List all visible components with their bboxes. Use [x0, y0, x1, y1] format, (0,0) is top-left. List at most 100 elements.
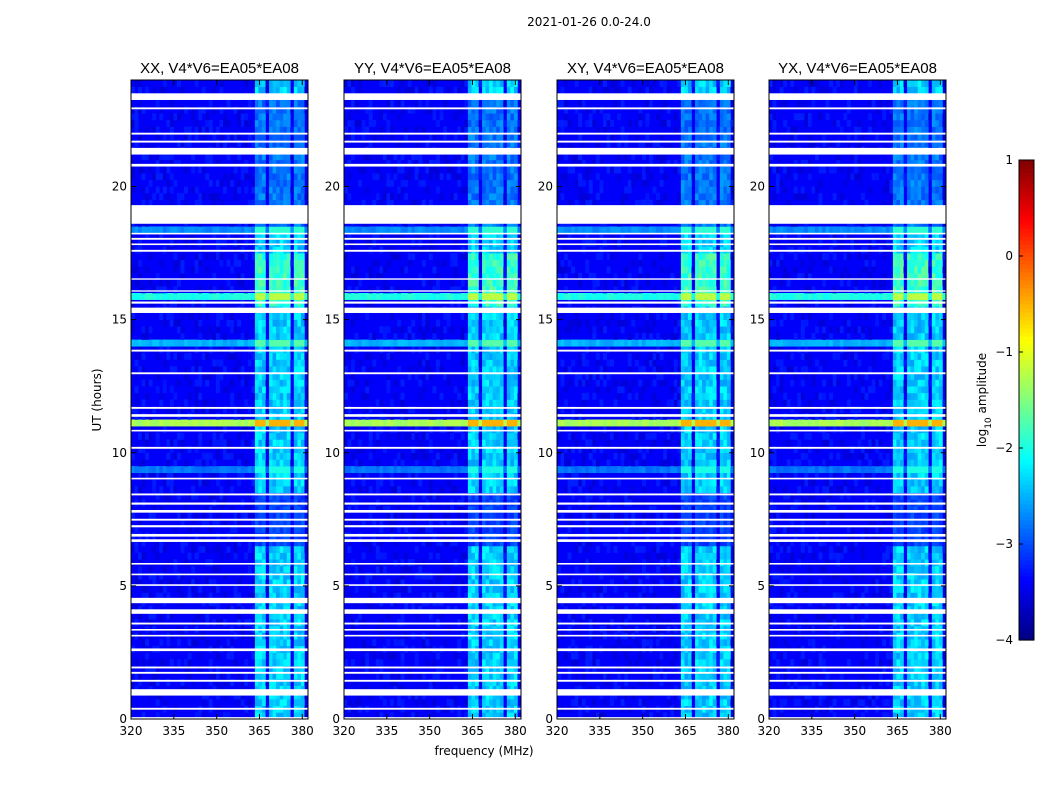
heatmap-cell: [503, 339, 508, 347]
heatmap-cell: [279, 712, 284, 720]
heatmap-cell: [354, 572, 359, 580]
heatmap-cell: [421, 226, 426, 234]
heatmap-cell: [485, 585, 490, 593]
heatmap-cell: [358, 293, 362, 300]
heatmap-cell: [223, 472, 227, 480]
heatmap-cell: [162, 286, 167, 294]
heatmap-cell: [482, 293, 486, 300]
heatmap-cell: [162, 472, 167, 480]
heatmap-cell: [368, 266, 373, 274]
heatmap-cell: [293, 665, 298, 673]
heatmap-cell: [191, 406, 196, 414]
heatmap-cell: [382, 359, 387, 367]
heatmap-cell: [347, 133, 352, 141]
heatmap-cell: [230, 312, 234, 320]
heatmap-cell: [471, 199, 476, 207]
heatmap-cell: [254, 699, 259, 706]
heatmap-cell: [428, 579, 433, 587]
heatmap-cell: [244, 679, 249, 687]
heatmap-cell: [390, 426, 394, 434]
heatmap-cell: [155, 293, 160, 300]
heatmap-cell: [269, 266, 273, 274]
heatmap-cell: [279, 372, 284, 380]
heatmap-cell: [428, 612, 433, 620]
heatmap-cell: [453, 486, 458, 493]
heatmap-cell: [386, 159, 391, 167]
heatmap-cell: [145, 186, 149, 194]
heatmap-cell: [492, 659, 497, 667]
heatmap-cell: [474, 612, 479, 620]
heatmap-cell: [460, 506, 465, 513]
heatmap-cell: [226, 545, 231, 553]
heatmap-cell: [425, 572, 430, 580]
heatmap-cell: [489, 312, 493, 320]
heatmap-cell: [496, 459, 501, 467]
heatmap-cell: [194, 479, 199, 487]
heatmap-cell: [453, 466, 458, 474]
heatmap-cell: [397, 506, 401, 513]
heatmap-cell: [173, 366, 178, 374]
heatmap-cell: [496, 286, 501, 294]
heatmap-cell: [201, 459, 206, 467]
heatmap-cell: [201, 339, 206, 347]
heatmap-cell: [226, 293, 231, 300]
heatmap-cell: [276, 159, 280, 167]
flagged-row: [344, 562, 521, 565]
heatmap-cell: [230, 319, 234, 327]
heatmap-cell: [269, 679, 273, 687]
heatmap-cell: [467, 239, 472, 247]
heatmap-cell: [478, 253, 483, 261]
heatmap-cell: [272, 506, 277, 513]
heatmap-cell: [510, 399, 515, 407]
heatmap-cell: [453, 539, 458, 547]
heatmap-cell: [244, 419, 249, 427]
heatmap-cell: [368, 406, 373, 414]
heatmap-cell: [297, 486, 302, 493]
heatmap-cell: [372, 359, 377, 367]
heatmap-cell: [474, 426, 479, 434]
heatmap-cell: [397, 319, 401, 327]
heatmap-cell: [269, 226, 273, 234]
heatmap-cell: [492, 193, 497, 201]
heatmap-cell: [240, 699, 245, 706]
heatmap-cell: [460, 359, 465, 367]
heatmap-cell: [219, 466, 224, 474]
heatmap-cell: [499, 525, 504, 533]
heatmap-cell: [237, 479, 242, 487]
heatmap-cell: [386, 126, 391, 134]
heatmap-cell: [254, 585, 259, 593]
heatmap-cell: [254, 659, 259, 667]
heatmap-cell: [219, 253, 224, 261]
heatmap-cell: [283, 193, 288, 201]
heatmap-cell: [134, 226, 139, 234]
heatmap-cell: [201, 539, 206, 547]
heatmap-cell: [489, 552, 493, 560]
heatmap-cell: [368, 293, 373, 300]
heatmap-cell: [397, 226, 401, 234]
heatmap-cell: [499, 592, 504, 600]
heatmap-cell: [261, 173, 266, 181]
heatmap-cell: [230, 452, 234, 460]
heatmap-cell: [272, 525, 277, 533]
heatmap-cell: [272, 539, 277, 547]
heatmap-cell: [482, 399, 486, 407]
heatmap-cell: [233, 326, 238, 334]
heatmap-cell: [492, 80, 497, 87]
flagged-row: [344, 243, 521, 246]
heatmap-cell: [510, 366, 515, 374]
heatmap-cell: [347, 572, 352, 580]
heatmap-cell: [478, 552, 483, 560]
heatmap-cell: [457, 106, 462, 114]
heatmap-cell: [276, 559, 280, 567]
heatmap-cell: [269, 479, 273, 487]
heatmap-cell: [276, 286, 280, 294]
heatmap-cell: [244, 286, 249, 294]
heatmap-cell: [272, 359, 277, 367]
heatmap-cell: [474, 166, 479, 174]
heatmap-cell: [297, 312, 302, 320]
heatmap-cell: [155, 466, 160, 474]
heatmap-cell: [390, 352, 394, 360]
heatmap-cell: [510, 525, 515, 533]
heatmap-cell: [471, 679, 476, 687]
heatmap-cell: [375, 559, 380, 567]
